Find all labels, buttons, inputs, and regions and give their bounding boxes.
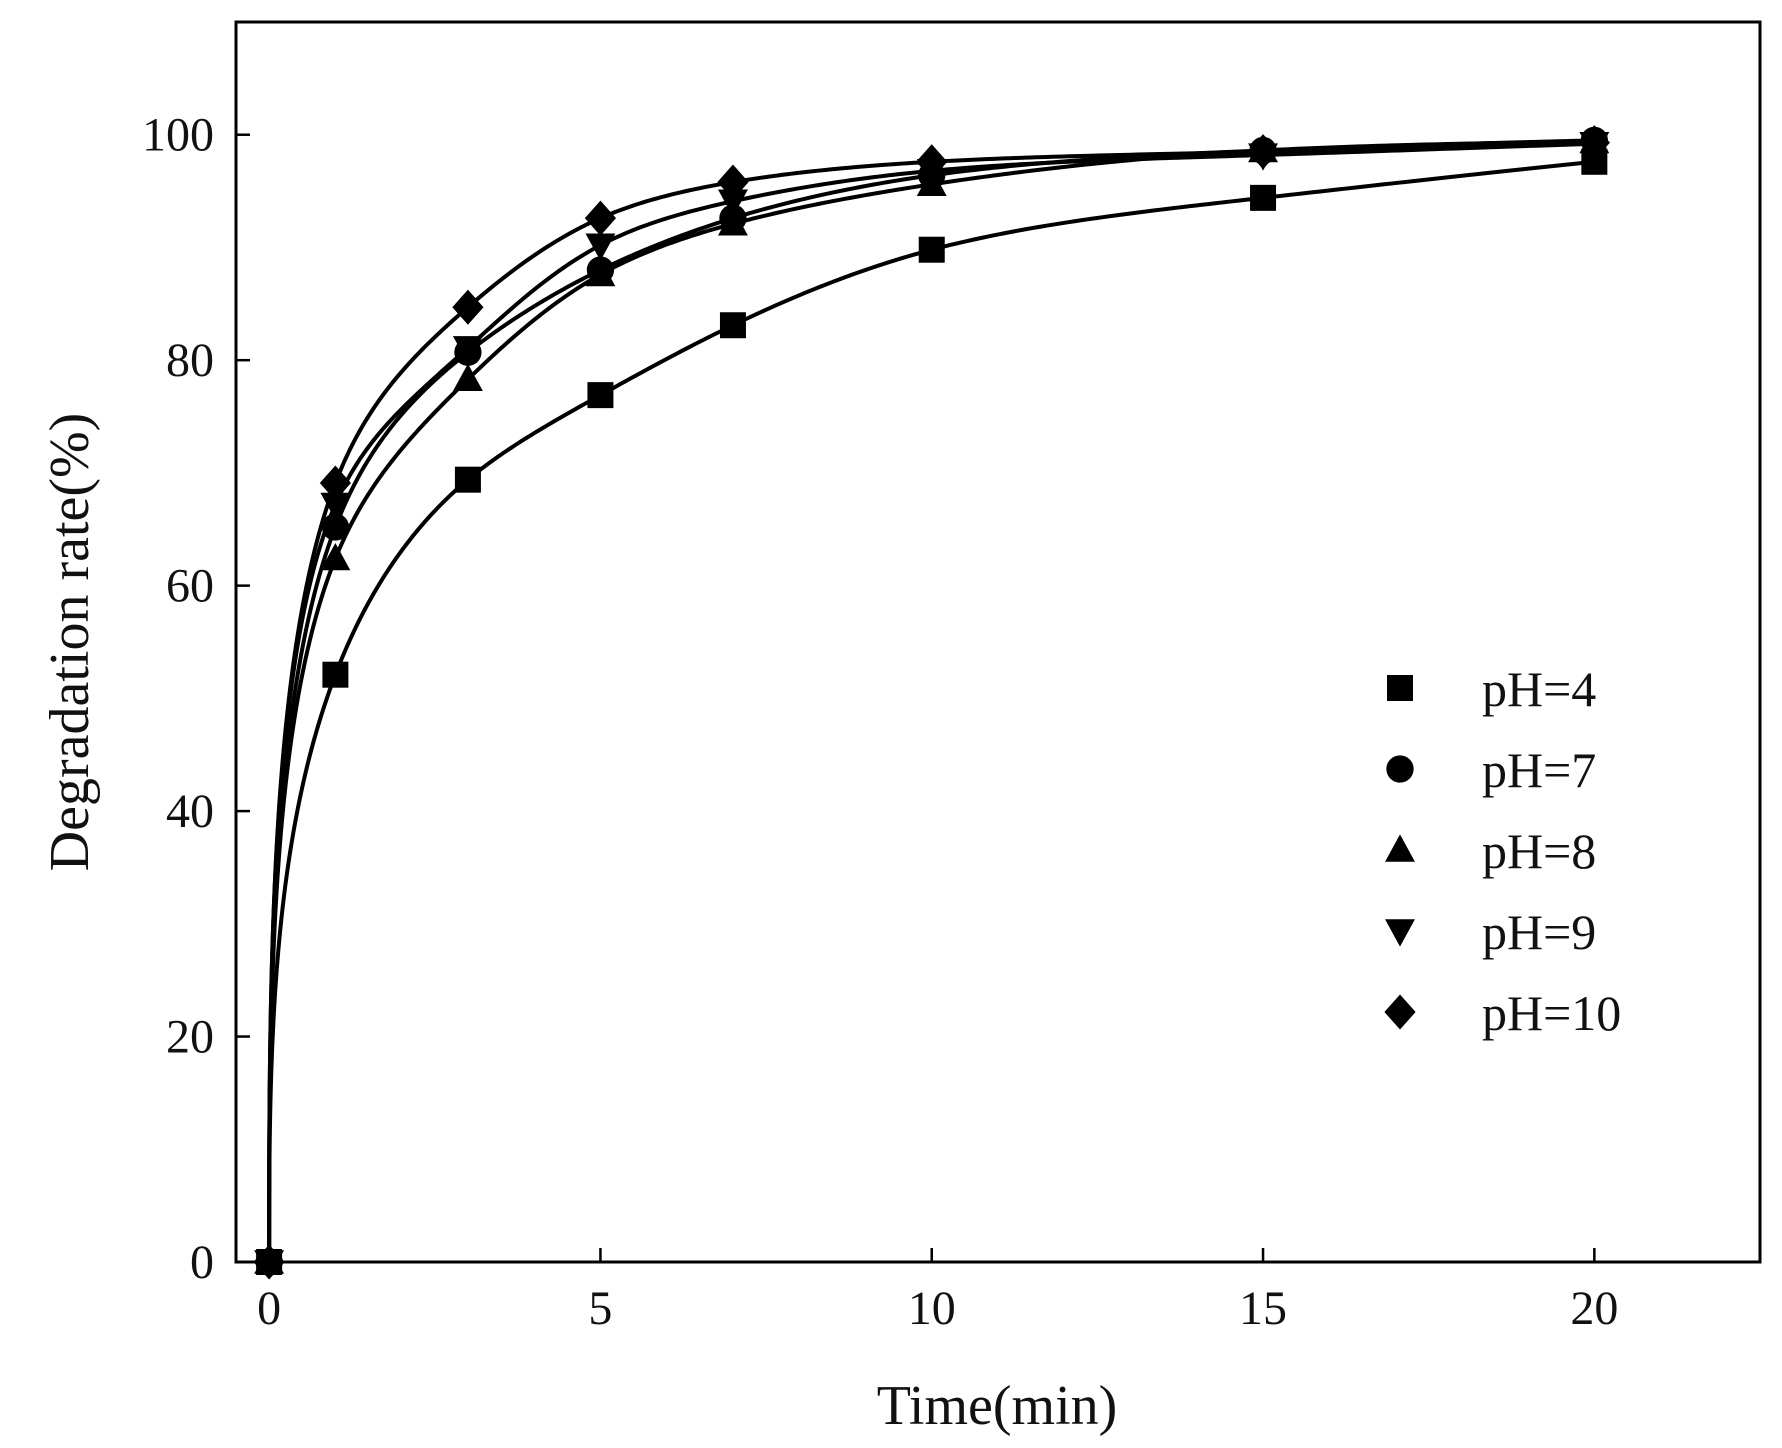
fit-curves xyxy=(267,138,1595,1262)
marker-pH=4 xyxy=(322,661,349,688)
marker-pH=4 xyxy=(918,236,945,263)
legend-label: pH=7 xyxy=(1482,742,1596,798)
y-tick-label: 60 xyxy=(166,560,214,613)
y-tick-label: 20 xyxy=(166,1011,214,1064)
legend-label: pH=8 xyxy=(1482,823,1596,879)
marker-pH=9 xyxy=(452,336,483,364)
legend-marker-pH=8 xyxy=(1385,834,1415,862)
legend-label: pH=10 xyxy=(1482,985,1621,1041)
marker-pH=9 xyxy=(718,189,748,217)
x-tick-label: 15 xyxy=(1239,1282,1287,1335)
marker-pH=4 xyxy=(454,466,481,493)
x-tick-label: 5 xyxy=(588,1282,612,1335)
y-tick-label: 0 xyxy=(190,1236,214,1289)
marker-pH=10 xyxy=(452,289,484,325)
legend-label: pH=4 xyxy=(1482,661,1596,717)
marker-pH=8 xyxy=(718,208,748,236)
legend-label: pH=9 xyxy=(1482,904,1596,960)
legend: pH=4 pH=7 pH=8 pH=9 pH=10 xyxy=(1384,661,1621,1041)
marker-pH=8 xyxy=(452,363,483,392)
legend-marker-pH=4 xyxy=(1387,675,1413,701)
x-tick-label: 0 xyxy=(257,1282,281,1335)
x-tick-label: 20 xyxy=(1570,1282,1618,1335)
marker-pH=10 xyxy=(1247,134,1279,170)
marker-pH=4 xyxy=(719,312,746,339)
marker-pH=10 xyxy=(253,1244,285,1280)
marker-pH=10 xyxy=(319,465,351,501)
fit-curve-pH=4 xyxy=(267,159,1595,1262)
x-axis-title: Time(min) xyxy=(877,1375,1118,1437)
marker-pH=10 xyxy=(916,144,948,180)
y-tick-label: 80 xyxy=(166,334,214,387)
marker-pH=10 xyxy=(1578,125,1610,161)
y-tick-label: 40 xyxy=(166,785,214,838)
marker-pH=8 xyxy=(320,542,351,571)
marker-pH=4 xyxy=(1250,184,1277,211)
legend-marker-pH=9 xyxy=(1385,919,1415,947)
marker-pH=9 xyxy=(585,233,616,261)
y-axis-title: Degradation rate(%) xyxy=(39,413,101,872)
legend-marker-pH=7 xyxy=(1386,755,1414,783)
marker-pH=10 xyxy=(717,164,749,200)
axis-ticks: 0 5 10 15 20 0 20 40 60 80 100 xyxy=(142,109,1618,1335)
marker-pH=8 xyxy=(585,258,616,287)
marker-pH=10 xyxy=(584,200,617,236)
y-tick-label: 100 xyxy=(142,109,214,162)
marker-pH=7 xyxy=(321,513,350,541)
legend-marker-pH=10 xyxy=(1384,994,1416,1030)
fit-curve-pH=10 xyxy=(267,140,1595,1262)
data-markers xyxy=(253,125,1610,1280)
marker-pH=4 xyxy=(587,382,614,409)
x-tick-label: 10 xyxy=(908,1282,956,1335)
plot-frame xyxy=(234,20,1762,1264)
marker-pH=9 xyxy=(320,492,351,521)
